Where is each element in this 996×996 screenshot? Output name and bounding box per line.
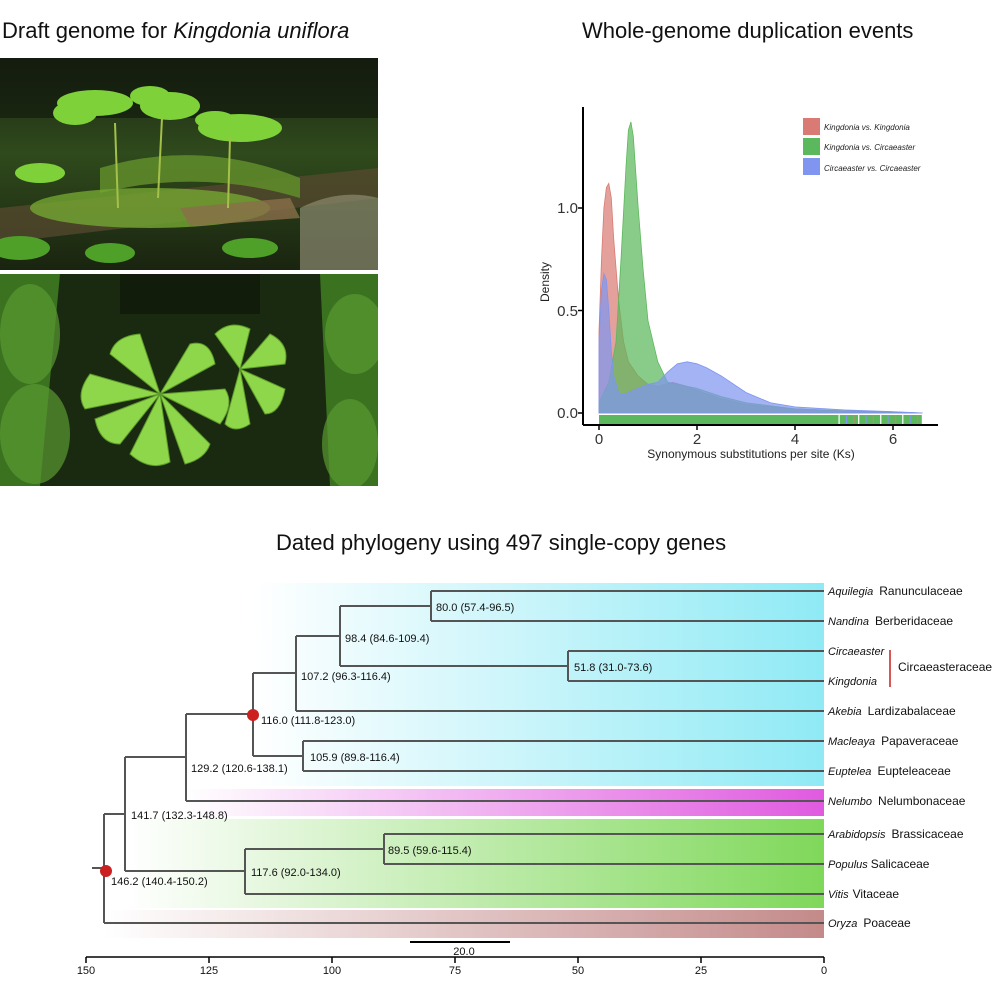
ks-x-axis-label: Synonymous substitutions per site (Ks) [647,447,854,461]
node-label-8: 141.7 (132.3-148.8) [131,810,228,822]
calibration-point-1 [247,709,259,721]
node-label-6: 105.9 (89.8-116.4) [310,752,400,764]
tree-branches [92,590,824,924]
node-label-10: 117.6 (92.0-134.0) [251,867,341,879]
ks-y-axis-label: Density [538,262,552,302]
panel-a-title-prefix: Draft genome for [2,18,174,43]
time-tick-50: 50 [572,965,584,977]
taxon-akebia: Akebia Lardizabalaceae [827,704,956,718]
taxon-arabidopsis: Arabidopsis Brassicaceae [827,827,964,841]
taxon-nelumbo: Nelumbo Nelumbonaceae [828,794,966,808]
time-tick-125: 125 [200,965,218,977]
panel-a-title: Draft genome for Kingdonia uniflora [2,18,349,44]
ks-density-series-2 [598,272,923,414]
node-label-3: 51.8 (31.0-73.6) [574,662,652,674]
node-label-11: 146.2 (140.4-150.2) [111,876,208,888]
calibration-point-2 [100,865,112,877]
panel-c-title: Dated phylogeny using 497 single-copy ge… [276,530,727,555]
ks-ytick-0: 0.0 [557,405,578,422]
circaeasteraceae-label: Circaeasteraceae [898,660,992,674]
clade-band-ranunculales [253,583,824,786]
taxon-vitis: Vitis Vitaceae [828,887,899,901]
kingdonia-photo-top [0,58,378,270]
taxon-populus: Populus Salicaceae [828,857,930,871]
taxon-labels: Aquilegia Ranunculaceae Nandina Berberidac… [827,584,966,930]
legend-label-kk: Kingdonia vs. Kingdonia [824,123,910,132]
node-label-1: 80.0 (57.4-96.5) [436,602,514,614]
ks-rug-plot [599,415,924,425]
ks-legend: Kingdonia vs. Kingdonia Kingdonia vs. Ci… [803,118,921,175]
node-label-4: 107.2 (96.3-116.4) [301,671,391,683]
ks-ytick-1: 0.5 [557,303,578,320]
taxon-nandina: Nandina Berberidaceae [828,614,953,628]
panel-a-title-species: Kingdonia uniflora [173,18,350,43]
legend-label-kc: Kingdonia vs. Circaeaster [824,143,915,152]
taxon-oryza: Oryza Poaceae [828,916,911,930]
taxon-circaeaster: Circaeaster [828,646,886,658]
legend-label-cc: Circaeaster vs. Circaeaster [824,164,921,173]
ks-xtick-3: 6 [889,431,897,448]
taxon-kingdonia: Kingdonia [828,676,877,688]
ks-rug-band [599,415,923,425]
node-age-labels: 80.0 (57.4-96.5) 98.4 (84.6-109.4) 51.8 … [111,602,652,888]
legend-swatch-cc [803,158,820,175]
legend-swatch-kk [803,118,820,135]
time-tick-25: 25 [695,965,707,977]
time-axis-labels: 150 125 100 75 50 25 0 [77,965,827,977]
panel-b-title: Whole-genome duplication events [582,18,914,43]
time-tick-100: 100 [323,965,341,977]
calibration-points [100,709,259,877]
legend-swatch-kc [803,138,820,155]
scale-bar-label: 20.0 [453,946,474,958]
time-tick-150: 150 [77,965,95,977]
ks-density-areas [598,121,923,414]
ks-xtick-2: 4 [791,431,799,448]
clade-band-proteales [186,789,824,816]
ks-xtick-1: 2 [693,431,701,448]
ks-tick-marks [578,207,894,430]
node-label-5: 116.0 (111.8-123.0) [261,715,355,727]
time-axis-ticks [85,957,825,963]
ks-xtick-0: 0 [595,431,603,448]
time-tick-0: 0 [821,965,827,977]
kingdonia-photo-bottom [0,274,378,486]
taxon-aquilegia: Aquilegia Ranunculaceae [827,584,963,598]
node-label-7: 129.2 (120.6-138.1) [191,763,288,775]
time-tick-75: 75 [449,965,461,977]
ks-ytick-2: 1.0 [557,200,578,217]
taxon-euptelea: Euptelea Eupteleaceae [828,764,951,778]
node-label-2: 98.4 (84.6-109.4) [345,633,429,645]
node-label-9: 89.5 (59.6-115.4) [388,845,472,857]
taxon-macleaya: Macleaya Papaveraceae [828,734,959,748]
